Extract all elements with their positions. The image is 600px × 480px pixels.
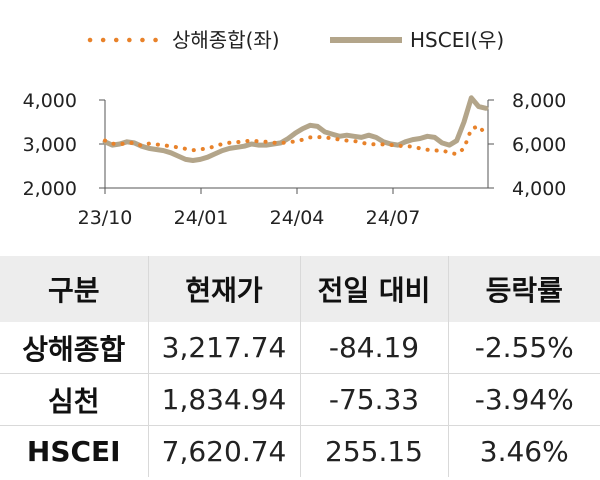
left-axis-tick-label: 2,000	[23, 178, 77, 200]
header-category: 구분	[0, 256, 148, 322]
row-current-price: 3,217.74	[147, 322, 300, 374]
right-axis-tick-label: 6,000	[512, 134, 566, 156]
right-axis-tick-label: 4,000	[512, 178, 566, 200]
row-change-rate: -2.55%	[447, 322, 600, 374]
right-axis-ticks: 4,000 6,000 8,000	[488, 90, 566, 200]
header-current-price: 현재가	[147, 256, 300, 322]
left-axis-tick-label: 3,000	[23, 134, 77, 156]
row-change-rate: -3.94%	[447, 373, 600, 426]
legend-item-hscei: HSCEI(우)	[330, 28, 504, 52]
row-change: 255.15	[299, 425, 448, 477]
header-change-rate: 등락률	[447, 256, 600, 322]
x-axis-ticks: 23/10 24/01 24/04 24/07	[78, 188, 421, 229]
x-axis-tick-label: 23/10	[78, 207, 133, 229]
row-change: -75.33	[299, 373, 448, 426]
legend-item-shanghai: 상해종합(좌)	[87, 28, 280, 52]
row-change-rate: 3.46%	[447, 425, 600, 477]
series-line-hscei	[102, 95, 489, 163]
right-axis-tick-label: 8,000	[512, 90, 566, 112]
dual-axis-line-chart: 상해종합(좌) HSCEI(우) 2,000 3,000 4,000 4,000 6,…	[23, 28, 567, 229]
left-axis-tick-label: 4,000	[23, 90, 77, 112]
header-change: 전일 대비	[299, 256, 448, 322]
table-row: 심천 1,834.94 -75.33 -3.94%	[0, 373, 600, 426]
legend-label-hscei: HSCEI(우)	[410, 28, 504, 52]
series-line-shanghai	[103, 123, 488, 157]
left-axis-ticks: 2,000 3,000 4,000	[23, 90, 105, 200]
x-axis-tick-label: 24/04	[270, 207, 325, 229]
row-name: 심천	[0, 373, 148, 426]
table-header-row: 구분 현재가 전일 대비 등락률	[0, 256, 600, 322]
table-row: HSCEI 7,620.74 255.15 3.46%	[0, 425, 600, 477]
legend-label-shanghai: 상해종합(좌)	[172, 28, 280, 52]
row-current-price: 7,620.74	[147, 425, 300, 477]
row-change: -84.19	[299, 322, 448, 374]
row-current-price: 1,834.94	[147, 373, 300, 426]
legend: 상해종합(좌) HSCEI(우)	[87, 28, 504, 52]
x-axis-tick-label: 24/07	[366, 207, 421, 229]
quote-table: 구분 현재가 전일 대비 등락률 상해종합 3,217.74 -84.19 -2…	[0, 256, 600, 477]
row-name: 상해종합	[22, 332, 126, 366]
x-axis-tick-label: 24/01	[174, 207, 229, 229]
table-row: 상해종합 3,217.74 -84.19 -2.55%	[0, 322, 600, 374]
row-name: HSCEI	[0, 425, 148, 477]
